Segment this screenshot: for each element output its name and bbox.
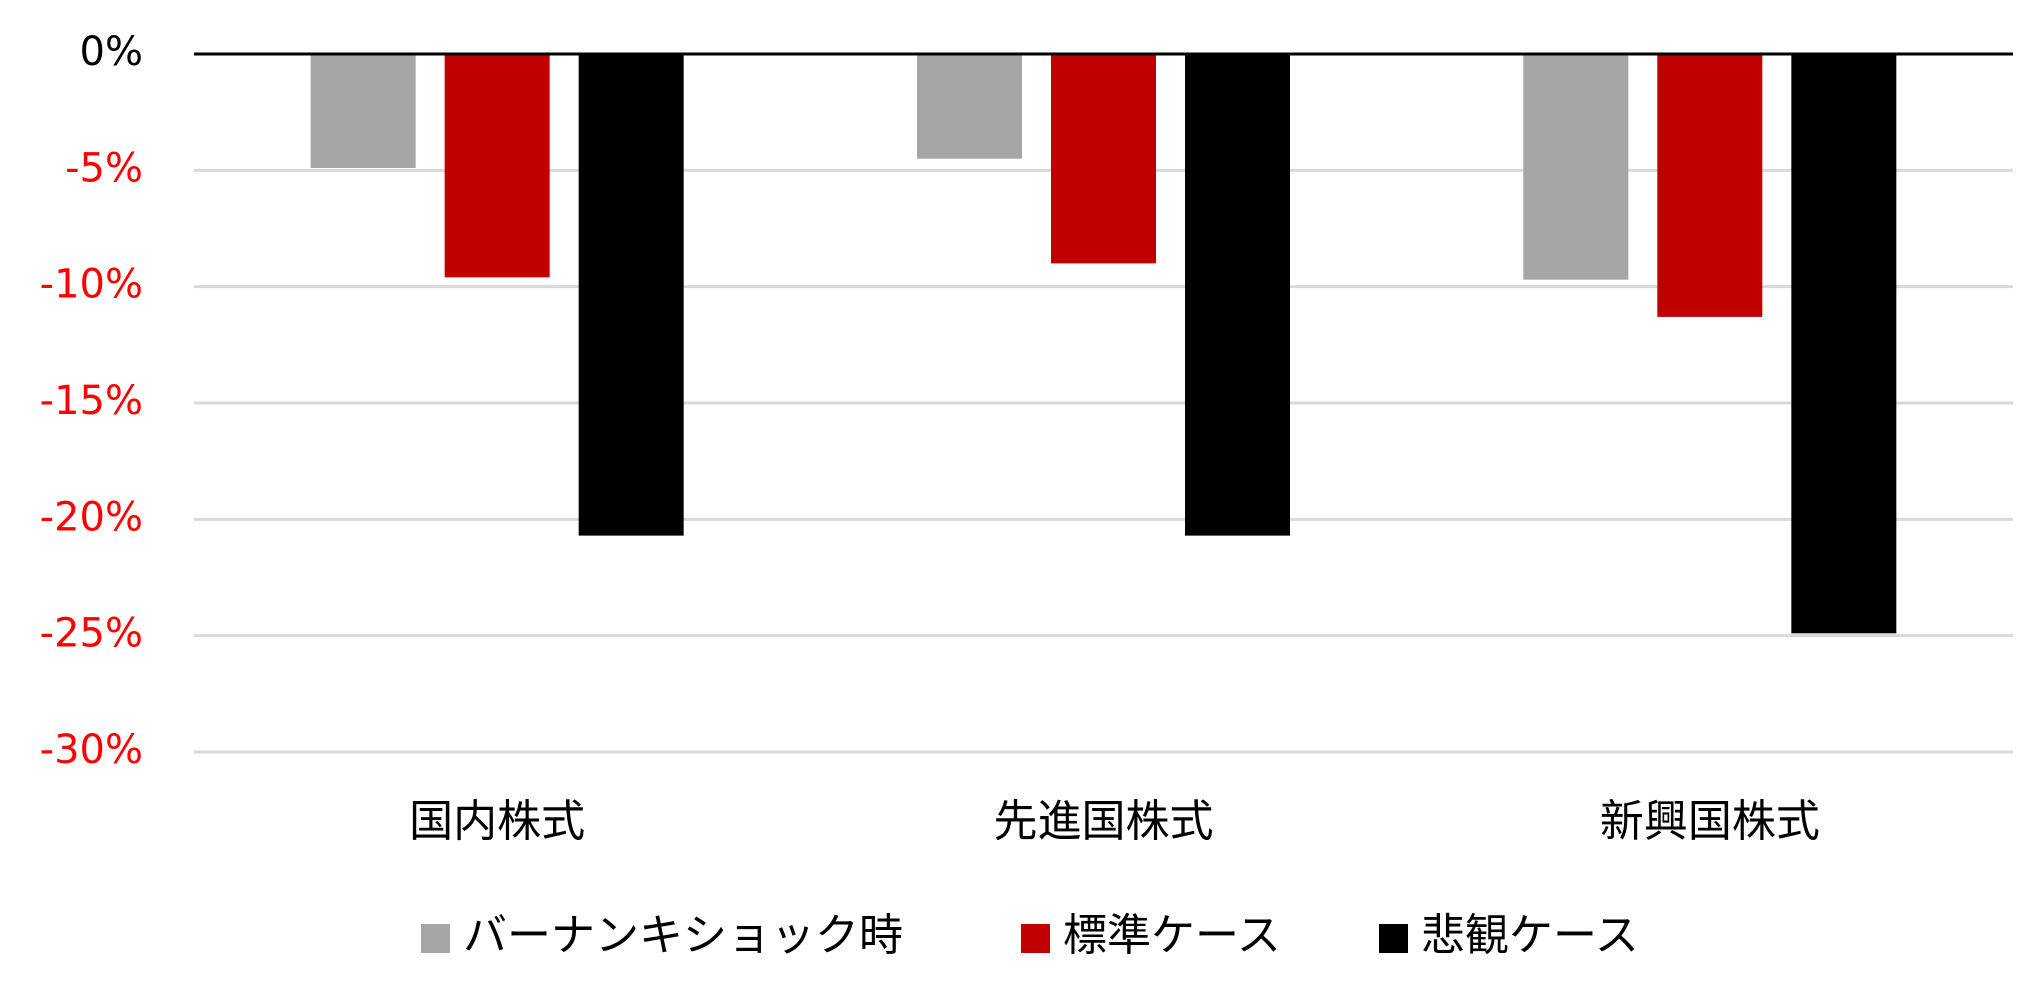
bar [1791, 54, 1897, 634]
legend-swatch [1379, 924, 1408, 953]
y-tick-label: -20% [40, 494, 143, 540]
y-tick-label: -25% [40, 611, 143, 657]
legend-swatch [1021, 924, 1050, 953]
y-tick-label: -30% [40, 727, 143, 773]
bar [310, 54, 416, 169]
bar [1051, 54, 1156, 264]
y-tick-label: -5% [65, 145, 143, 191]
bar [917, 54, 1022, 159]
x-tick-label: 国内株式 [409, 796, 585, 847]
legend-label: 標準ケース [1063, 910, 1281, 961]
bar [1523, 54, 1629, 280]
legend-label: 悲観ケース [1421, 910, 1639, 961]
legend-swatch [421, 924, 450, 953]
legend-label: バーナンキショック時 [463, 910, 903, 961]
x-tick-label: 先進国株式 [994, 796, 1214, 847]
bar [1185, 54, 1290, 536]
bar [444, 54, 550, 278]
bar [1657, 54, 1763, 317]
y-tick-label: 0% [80, 29, 143, 75]
y-tick-label: -10% [40, 262, 143, 308]
x-tick-label: 新興国株式 [1600, 796, 1820, 847]
y-tick-label: -15% [40, 378, 143, 424]
bar [578, 54, 684, 536]
